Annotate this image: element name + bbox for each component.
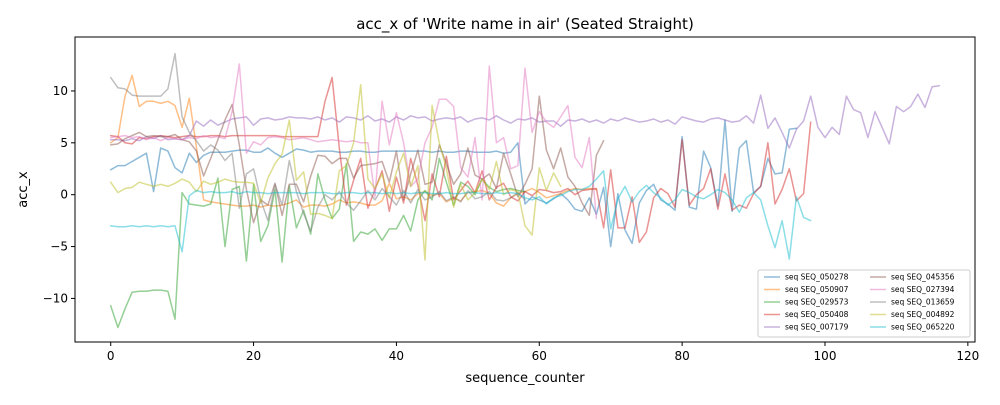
series-line-4 [109, 76, 812, 244]
x-tick-label: 60 [532, 349, 547, 363]
y-tick-label: 0 [60, 188, 68, 202]
legend-entry: seq SEQ_004892 [891, 310, 955, 319]
plot-frame [74, 36, 976, 343]
y-tick-label: 10 [53, 84, 68, 98]
legend-entry: seq SEQ_050278 [785, 273, 849, 282]
y-tick-label: −5 [50, 240, 68, 254]
x-axis-ticks: 0 20 40 60 80 100 120 [107, 342, 979, 363]
x-tick-label: 100 [814, 349, 837, 363]
series-line-9 [109, 83, 562, 261]
legend-entry: seq SEQ_029573 [785, 298, 849, 307]
x-axis-label: sequence_counter [465, 371, 585, 386]
y-tick-label: 5 [60, 136, 68, 150]
legend-entry: seq SEQ_050408 [785, 310, 849, 319]
series-line-6 [109, 95, 605, 224]
legend-entry: seq SEQ_007179 [785, 323, 849, 332]
legend-entry: seq SEQ_050907 [785, 285, 849, 294]
series-line-1 [109, 119, 798, 248]
legend-entry: seq SEQ_027394 [891, 285, 955, 294]
legend-entry: seq SEQ_045356 [891, 273, 955, 282]
y-axis-ticks: −10 −5 0 5 10 [43, 84, 75, 305]
series-line-10 [109, 170, 812, 260]
series-line-5 [109, 85, 941, 149]
y-axis-label: acc_x [16, 171, 31, 208]
x-tick-label: 20 [246, 349, 261, 363]
legend-entry: seq SEQ_013659 [891, 298, 955, 307]
x-tick-label: 40 [389, 349, 404, 363]
y-tick-label: −10 [43, 291, 68, 305]
x-tick-label: 0 [107, 349, 115, 363]
legend-entry: seq SEQ_065220 [891, 323, 955, 332]
x-tick-label: 120 [956, 349, 979, 363]
x-tick-label: 80 [675, 349, 690, 363]
chart-title: acc_x of 'Write name in air' (Seated Str… [356, 15, 694, 34]
plot-lines [109, 52, 941, 329]
legend-box [757, 269, 971, 338]
